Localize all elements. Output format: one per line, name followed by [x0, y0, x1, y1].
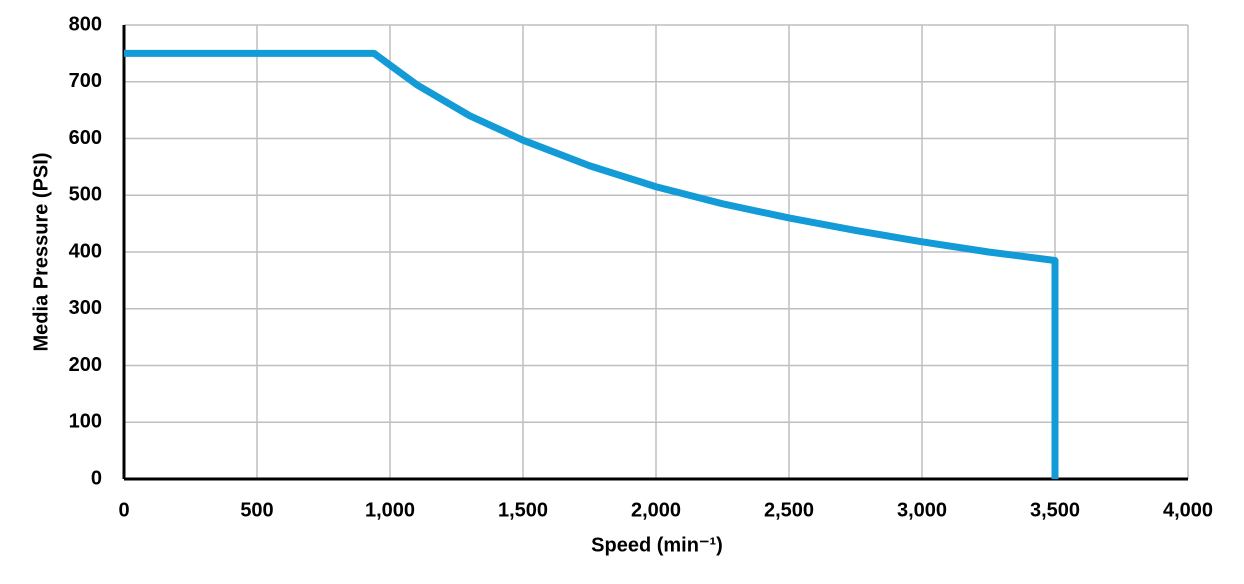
y-axis-label: Media Pressure (PSI)	[30, 153, 52, 352]
y-tick-label: 0	[91, 467, 102, 489]
x-tick-label: 2,500	[764, 499, 814, 521]
y-tick-label: 600	[69, 127, 102, 149]
x-tick-label: 3,000	[897, 499, 947, 521]
y-tick-label: 800	[69, 13, 102, 35]
x-axis-label: Speed (min⁻¹)	[591, 534, 723, 556]
y-tick-label: 500	[69, 184, 102, 206]
x-tick-label: 2,000	[631, 499, 681, 521]
x-tick-label: 500	[240, 499, 273, 521]
x-tick-label: 0	[118, 499, 129, 521]
x-tick-label: 3,500	[1030, 499, 1080, 521]
data-line	[124, 49, 1059, 479]
y-tick-label: 700	[69, 70, 102, 92]
y-tick-label: 300	[69, 297, 102, 319]
y-tick-label: 400	[69, 240, 102, 262]
x-tick-label: 1,000	[365, 499, 415, 521]
y-tick-label: 200	[69, 354, 102, 376]
y-tick-label: 100	[69, 411, 102, 433]
x-tick-label: 4,000	[1163, 499, 1213, 521]
x-tick-label: 1,500	[498, 499, 548, 521]
